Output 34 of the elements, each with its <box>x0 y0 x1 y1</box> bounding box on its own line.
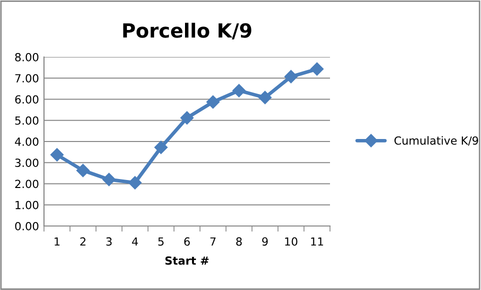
x-tick-label: 8 <box>236 237 242 246</box>
point <box>284 70 298 84</box>
point <box>206 95 220 109</box>
x-tick-label: 10 <box>285 237 298 246</box>
point <box>310 62 324 76</box>
x-tick-label: 4 <box>132 237 138 246</box>
legend-label: Cumulative K/9 <box>394 136 478 146</box>
x-tick-label: 1 <box>54 237 60 246</box>
point <box>50 148 64 162</box>
y-tick-label: 7.00 <box>15 74 38 83</box>
point <box>154 140 168 154</box>
y-tick-label: 5.00 <box>15 116 38 125</box>
point <box>128 176 142 190</box>
y-tick-label: 8.00 <box>15 52 38 62</box>
y-tick-label: 0.00 <box>15 222 38 230</box>
y-tick-label: 2.00 <box>15 180 38 188</box>
x-axis-title: Start # <box>165 256 209 265</box>
point <box>76 164 90 178</box>
chart-title: Porcello K/9 <box>123 22 252 40</box>
point <box>232 84 246 98</box>
y-tick-label: 4.00 <box>14 137 38 146</box>
x-tick-label: 9 <box>262 237 268 246</box>
x-tick-label: 5 <box>158 237 164 246</box>
x-tick-label: 7 <box>210 237 216 246</box>
x-tick-label: 3 <box>106 237 112 246</box>
point <box>258 90 272 104</box>
point <box>102 172 116 186</box>
x-tick-label: 2 <box>80 237 86 246</box>
x-tick-label: 6 <box>184 237 190 246</box>
y-tick-label: 1.00 <box>16 200 38 210</box>
y-tick-label: 3.00 <box>15 158 38 168</box>
y-tick-label: 6.00 <box>15 95 38 104</box>
x-tick-label: 11 <box>311 237 324 246</box>
point <box>180 111 194 124</box>
